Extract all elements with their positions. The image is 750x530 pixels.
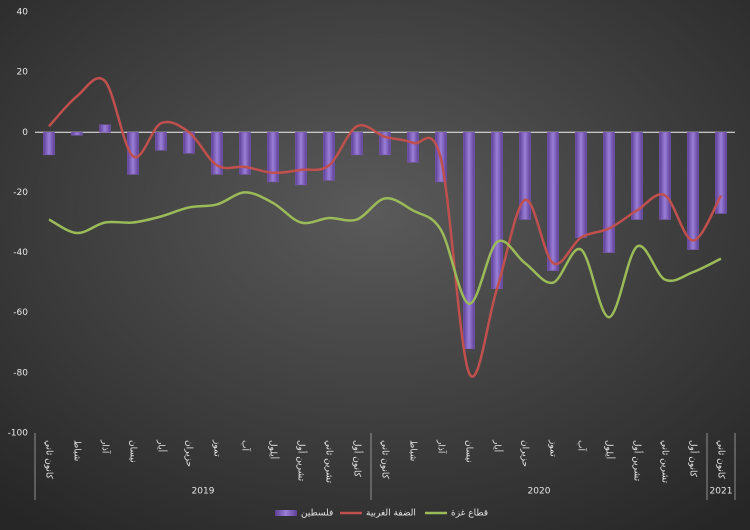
x-tick-label: آب: [240, 440, 252, 451]
x-tick-label: تشرين أول: [296, 440, 308, 482]
bar: [267, 132, 279, 183]
x-tick-label: نيسان: [128, 440, 138, 463]
y-tick-label: -80: [13, 368, 28, 378]
bar: [239, 132, 251, 175]
x-tick-label: آب: [576, 440, 588, 451]
x-tick-label: تموز: [212, 439, 222, 457]
x-tick-label: شباط: [72, 440, 82, 461]
bar: [323, 132, 335, 181]
x-tick-label: تشرين ثاني: [660, 440, 670, 483]
bar: [351, 132, 363, 156]
x-tick-label: أيلول: [604, 440, 616, 459]
bar: [211, 132, 223, 175]
bar: [603, 132, 615, 253]
y-tick-label: -40: [13, 248, 28, 258]
line: [48, 76, 723, 378]
bar: [491, 132, 503, 289]
y-tick-label: 40: [17, 8, 29, 18]
x-tick-label: حزيران: [520, 440, 530, 467]
legend-label: فلسطين: [301, 509, 333, 519]
bar: [407, 132, 419, 163]
x-tick-label: أيلول: [268, 440, 280, 459]
bar: [463, 132, 475, 350]
bar: [715, 132, 727, 214]
bar: [295, 132, 307, 186]
bar: [71, 132, 83, 136]
x-tick-label: تشرين أول: [632, 440, 644, 482]
x-tick-label: آذار: [436, 439, 448, 454]
x-tick-label: آذار: [100, 439, 112, 454]
x-tick-label: تموز: [548, 439, 558, 457]
bar: [379, 132, 391, 156]
year-label: 2020: [528, 487, 551, 497]
year-label: 2019: [192, 487, 215, 497]
legend-label: قطاع غزة: [451, 509, 488, 519]
y-tick-label: 20: [17, 68, 29, 78]
bar: [43, 132, 55, 156]
y-tick-label: -20: [13, 188, 28, 198]
bar: [575, 132, 587, 238]
bar: [155, 132, 167, 151]
y-tick-label: -60: [13, 308, 28, 318]
legend-swatch: [275, 510, 297, 516]
bar: [127, 132, 139, 175]
bar: [519, 132, 531, 220]
bar: [547, 132, 559, 271]
y-tick-label: -100: [8, 429, 29, 439]
bar: [659, 132, 671, 220]
x-tick-label: كانون ثاني: [716, 440, 726, 480]
x-tick-label: كانون أول: [352, 440, 364, 478]
x-tick-label: كانون أول: [688, 440, 700, 478]
bar: [99, 124, 111, 133]
x-tick-label: أيار: [492, 439, 504, 452]
bar: [687, 132, 699, 250]
x-tick-label: تشرين ثاني: [324, 440, 334, 483]
y-tick-label: 0: [22, 128, 28, 138]
line: [48, 191, 722, 319]
x-tick-label: كانون ثاني: [44, 440, 54, 480]
x-tick-label: حزيران: [184, 440, 194, 467]
legend-label: الضفة الغربية: [366, 509, 416, 519]
x-tick-label: كانون ثاني: [380, 440, 390, 480]
x-tick-label: شباط: [408, 440, 418, 461]
bar: [631, 132, 643, 220]
x-tick-label: نيسان: [464, 440, 474, 463]
year-label: 2021: [710, 487, 733, 497]
x-tick-label: أيار: [156, 439, 168, 452]
